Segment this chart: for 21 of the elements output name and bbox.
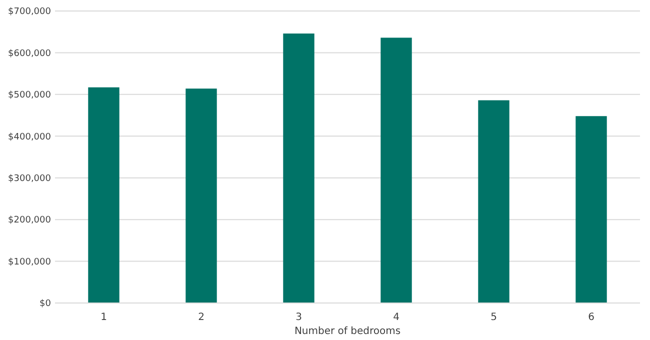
bar — [283, 34, 314, 303]
x-tick-label: 4 — [393, 312, 400, 323]
y-tick-label: $200,000 — [8, 216, 52, 226]
y-tick-label: $500,000 — [8, 90, 52, 101]
x-axis-title: Number of bedrooms — [294, 326, 401, 337]
y-tick-label: $0 — [40, 299, 52, 310]
x-tick-label: 2 — [198, 312, 204, 323]
x-tick-label: 6 — [588, 312, 594, 323]
y-tick-label: $300,000 — [8, 174, 52, 184]
x-tick-label: 1 — [100, 312, 107, 323]
bar — [186, 88, 217, 303]
y-tick-label: $700,000 — [8, 7, 52, 18]
bar — [88, 87, 120, 303]
bar — [380, 38, 412, 303]
bar — [576, 116, 607, 303]
x-tick-label: 3 — [296, 312, 302, 323]
x-tick-label: 5 — [490, 312, 497, 323]
y-tick-label: $600,000 — [8, 48, 52, 59]
y-tick-label: $100,000 — [8, 257, 52, 268]
y-tick-label: $400,000 — [8, 132, 52, 142]
bar — [478, 100, 510, 303]
